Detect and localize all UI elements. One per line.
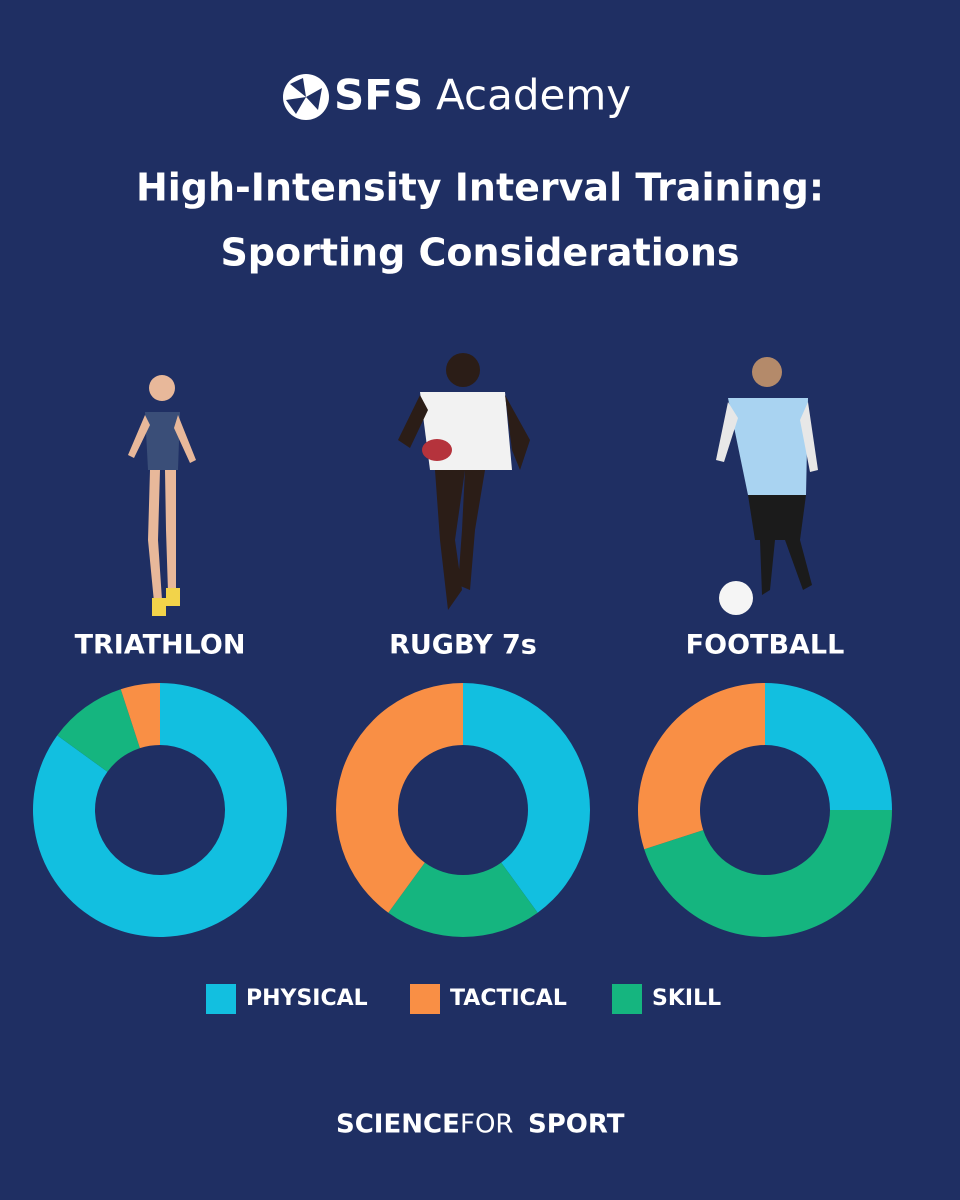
donut-segment	[463, 683, 590, 913]
donut-segment	[33, 683, 287, 937]
donut-segment	[335, 683, 463, 913]
legend-swatch	[410, 984, 440, 1014]
title: Sporting Considerations	[220, 231, 739, 275]
legend: PHYSICAL TACTICAL SKILL	[206, 984, 721, 1014]
footer-bold: SPORT	[528, 1110, 625, 1140]
triathlete-figure	[128, 375, 196, 616]
logo-bold: SFS	[334, 71, 423, 120]
chart-title: FOOTBALL	[686, 630, 845, 661]
donut-segment	[644, 810, 892, 937]
legend-swatch	[612, 984, 642, 1014]
logo-icon	[283, 74, 329, 120]
donut-segment	[388, 862, 538, 937]
footer-light: FOR	[460, 1110, 514, 1140]
legend-label: SKILL	[652, 986, 721, 1011]
donut-segment	[120, 683, 160, 749]
donut-segment	[638, 683, 765, 850]
chart-title: TRIATHLON	[75, 630, 246, 661]
legend-swatch	[206, 984, 236, 1014]
rugby-player-figure	[398, 353, 530, 610]
title: High-Intensity Interval Training:	[136, 166, 824, 210]
chart-title: RUGBY 7s	[389, 630, 537, 661]
legend-label: TACTICAL	[450, 986, 567, 1011]
legend-label: PHYSICAL	[246, 986, 368, 1011]
football-player-figure	[716, 357, 818, 615]
donut-segment	[765, 683, 892, 810]
footer-bold: SCIENCE	[336, 1110, 460, 1140]
donut-segment	[57, 689, 140, 772]
logo-light: Academy	[436, 71, 631, 120]
charts: TRIATHLON RUGBY 7s FOOTBALL	[33, 630, 892, 937]
